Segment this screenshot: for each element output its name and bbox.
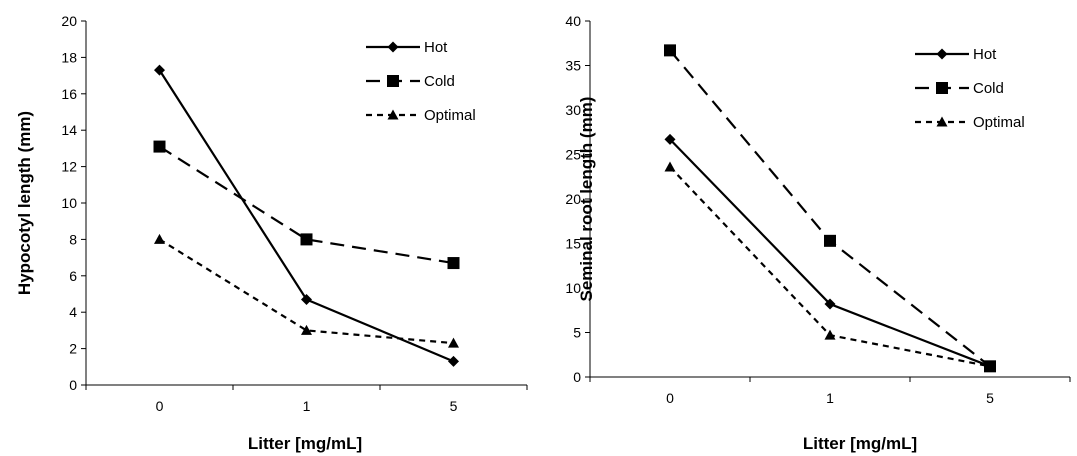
y-tick-label: 10 xyxy=(61,195,77,211)
x-tick-label: 0 xyxy=(156,398,164,414)
y-tick-label: 0 xyxy=(573,369,581,385)
series-line-cold xyxy=(669,49,991,368)
data-point-optimal xyxy=(984,360,996,371)
x-tick-label: 1 xyxy=(303,398,311,414)
y-tick-label: 4 xyxy=(69,304,77,320)
y-tick-label: 12 xyxy=(61,159,77,175)
series-optimal xyxy=(154,233,459,348)
y-tick-label: 40 xyxy=(565,13,581,29)
y-tick-label: 10 xyxy=(565,280,581,296)
data-point-optimal xyxy=(154,233,165,244)
legend-label-cold: Cold xyxy=(973,80,1004,97)
x-axis-title: Litter [mg/mL] xyxy=(803,434,917,453)
series-line-hot xyxy=(158,69,454,363)
data-point-cold xyxy=(300,233,313,246)
legend-marker-cold xyxy=(936,82,948,94)
y-tick-label: 15 xyxy=(565,236,581,252)
y-tick-label: 14 xyxy=(61,122,77,138)
legend-marker-optimal xyxy=(936,116,948,127)
legend-label-optimal: Optimal xyxy=(973,114,1025,131)
data-point-hot xyxy=(154,64,165,76)
legend-label-optimal: Optimal xyxy=(424,107,476,124)
x-tick-label: 0 xyxy=(666,390,674,406)
seminal-root-chart-panel: 0 5 10 15 20 25 30 35 40 0 1 5 Litter [mg/mL] Seminal… xyxy=(540,0,1077,456)
data-point-cold xyxy=(824,234,836,247)
legend: Hot Cold Optimal xyxy=(915,46,1025,131)
hypocotyl-chart-panel: 0 2 4 6 8 10 12 14 16 18 20 0 1 5 Litter [mg/mL] Hypoco… xyxy=(15,13,528,453)
x-tick-label: 5 xyxy=(450,398,458,414)
data-point-optimal xyxy=(664,161,676,172)
y-tick-label: 18 xyxy=(61,49,77,65)
y-tick-label: 8 xyxy=(69,231,77,247)
legend-label-hot: Hot xyxy=(424,39,448,56)
data-point-optimal xyxy=(301,324,312,335)
data-point-cold xyxy=(153,140,166,153)
data-point-hot xyxy=(448,355,459,367)
series-line-optimal xyxy=(158,238,454,345)
series-hot xyxy=(154,64,459,367)
series-cold xyxy=(153,140,460,270)
x-tick-label: 5 xyxy=(986,390,994,406)
y-tick-label: 5 xyxy=(573,325,581,341)
data-point-hot xyxy=(301,293,312,305)
y-tick-label: 0 xyxy=(69,377,77,393)
y-tick-label: 35 xyxy=(565,58,581,74)
y-axis-title: Hypocotyl length (mm) xyxy=(15,111,34,295)
legend-marker-optimal xyxy=(387,109,399,120)
data-point-optimal xyxy=(824,329,836,340)
legend-label-hot: Hot xyxy=(973,46,997,63)
series-line-cold xyxy=(158,145,454,265)
data-point-cold xyxy=(447,257,460,270)
data-point-hot xyxy=(824,298,836,310)
legend-marker-cold xyxy=(387,75,399,87)
legend-label-cold: Cold xyxy=(424,73,455,90)
y-axis-title: Seminal root length (mm) xyxy=(577,97,596,302)
legend-marker-hot xyxy=(387,41,399,53)
x-axis-title: Litter [mg/mL] xyxy=(248,434,362,453)
y-tick-label: 2 xyxy=(69,341,77,357)
data-point-cold xyxy=(664,44,676,57)
y-tick-label: 25 xyxy=(565,147,581,163)
hypocotyl-chart: 0 2 4 6 8 10 12 14 16 18 20 0 1 5 Litter [mg/mL] Hypoco… xyxy=(15,13,528,453)
data-point-optimal xyxy=(448,337,459,348)
series-optimal xyxy=(664,161,996,371)
y-tick-label: 16 xyxy=(61,86,77,102)
data-point-hot xyxy=(664,133,676,145)
y-tick-label: 20 xyxy=(61,13,77,29)
y-tick-label: 30 xyxy=(565,102,581,118)
legend-marker-hot xyxy=(936,48,948,60)
y-tick-label: 6 xyxy=(69,268,77,284)
x-tick-label: 1 xyxy=(826,390,834,406)
legend: Hot Cold Optimal xyxy=(366,39,476,124)
y-tick-label: 20 xyxy=(565,191,581,207)
